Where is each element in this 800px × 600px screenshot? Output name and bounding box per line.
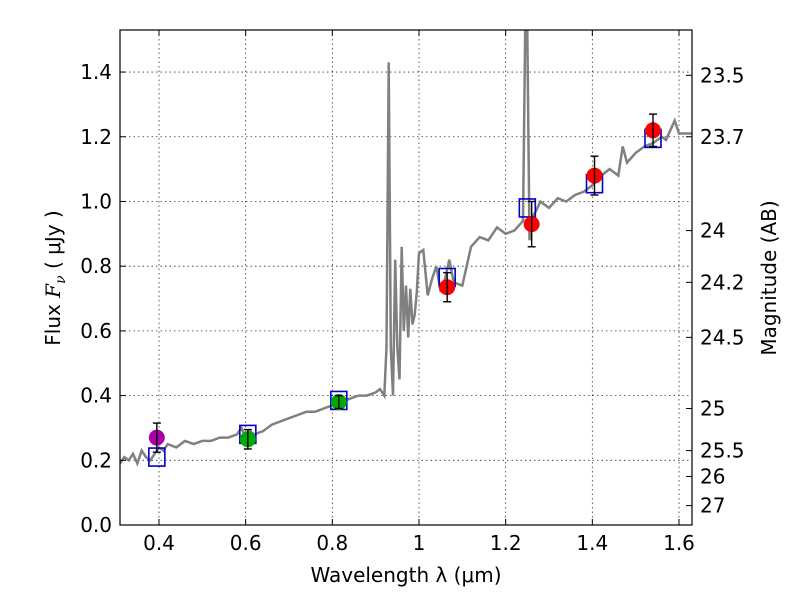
y-tick-label: 0.2 <box>80 448 112 472</box>
right-axis-label: Magnitude (AB) <box>757 200 781 355</box>
y-axis-label-suffix: ( μJy ) <box>41 210 65 275</box>
plot-frame <box>119 29 693 526</box>
right-tick-label: 24 <box>700 219 725 243</box>
x-tick-label: 1.2 <box>490 531 522 555</box>
y-axis-label: Flux Fν ( μJy ) <box>41 210 69 345</box>
right-axis-ticks: 23.5 23.7 24 24.2 24.5 25 25.526 27 <box>686 63 745 518</box>
y-tick-label: 1.0 <box>80 189 112 213</box>
y-axis-ticks: 0.0 0.2 0.4 0.6 0.8 1.0 1.2 1.4 <box>80 60 126 537</box>
x-tick-label: 0.4 <box>143 531 175 555</box>
right-tick-label: 27 <box>700 494 725 518</box>
right-tick-label: 23.7 <box>700 125 745 149</box>
model-spectrum-line <box>120 30 692 467</box>
grid-lines <box>120 30 692 526</box>
photometry-points <box>148 122 661 448</box>
right-tick-label: 24.5 <box>700 325 745 349</box>
right-tick-label: 24.2 <box>700 270 745 294</box>
y-tick-label: 1.4 <box>80 60 112 84</box>
y-tick-label: 0.8 <box>80 254 112 278</box>
x-tick-label: 1 <box>413 531 426 555</box>
x-tick-label: 0.6 <box>230 531 262 555</box>
model-band-box <box>518 198 537 218</box>
x-tick-label: 1.4 <box>576 531 608 555</box>
plot-area <box>120 30 692 467</box>
y-tick-label: 0.4 <box>80 384 112 408</box>
x-axis-ticks: 0.4 0.6 0.8 1 1.2 1.4 1.6 <box>143 30 695 555</box>
y-tick-label: 0.6 <box>80 319 112 343</box>
x-axis-label: Wavelength λ (μm) <box>310 563 501 587</box>
error-bars <box>152 113 657 453</box>
y-tick-label: 0.0 <box>80 513 112 537</box>
y-axis-label-subscript: ν <box>53 275 69 284</box>
right-tick-label: 25.5 <box>700 439 745 463</box>
y-tick-label: 1.2 <box>80 125 112 149</box>
x-tick-label: 0.8 <box>316 531 348 555</box>
y-axis-label-symbol: F <box>41 283 65 299</box>
right-tick-label: 23.5 <box>700 63 745 87</box>
right-tick-label: 26 <box>700 464 725 488</box>
right-tick-label: 25 <box>700 397 725 421</box>
x-tick-label: 1.6 <box>663 531 695 555</box>
y-axis-label-prefix: Flux <box>41 298 65 346</box>
